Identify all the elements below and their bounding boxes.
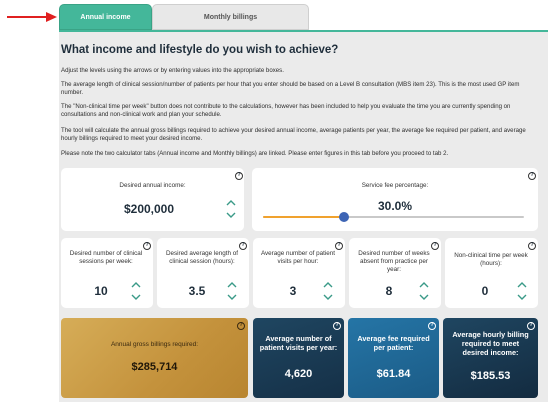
help-icon[interactable]: ? bbox=[527, 322, 535, 330]
stepper-arrows-icon bbox=[323, 282, 333, 300]
annual-income-label: Desired annual income: bbox=[119, 182, 186, 189]
instruction-text: Please note the two calculator tabs (Ann… bbox=[61, 150, 449, 157]
annual-gross-billings-value: $285,714 bbox=[131, 361, 178, 373]
weeks-absent-card: ? Desired number of weeks absent from pr… bbox=[349, 238, 441, 308]
stepper-arrows-icon bbox=[131, 282, 141, 300]
service-fee-value: 30.0% bbox=[377, 199, 413, 213]
help-icon[interactable]: ? bbox=[237, 322, 245, 330]
hourly-billing-value: $185.53 bbox=[470, 370, 511, 382]
non-clinical-time-value[interactable]: 0 bbox=[481, 284, 489, 298]
slider-thumb[interactable] bbox=[338, 212, 349, 222]
weeks-absent-label: Desired number of weeks absent from prac… bbox=[358, 250, 430, 273]
help-icon[interactable]: ? bbox=[239, 242, 247, 250]
help-icon[interactable]: ? bbox=[528, 172, 536, 180]
patient-visits-per-hour-label: Average number of patient visits per hou… bbox=[260, 250, 336, 265]
patient-visits-per-hour-value[interactable]: 3 bbox=[289, 284, 297, 298]
session-length-value[interactable]: 3.5 bbox=[188, 284, 206, 298]
non-clinical-time-stepper[interactable] bbox=[517, 280, 527, 302]
hourly-billing-label: Average hourly billing required to meet … bbox=[452, 330, 529, 357]
help-icon[interactable]: ? bbox=[428, 322, 436, 330]
instruction-text: The "Non-clinical time per week" button … bbox=[61, 103, 511, 119]
stepper-arrows-icon bbox=[227, 282, 237, 300]
annual-income-card: ? Desired annual income: $200,000 bbox=[61, 168, 244, 231]
non-clinical-time-card: ? Non-clinical time per week (hours): 0 bbox=[445, 238, 538, 308]
service-fee-slider[interactable] bbox=[263, 212, 524, 222]
patient-visits-per-hour-card: ? Average number of patient visits per h… bbox=[253, 238, 345, 308]
non-clinical-time-label: Non-clinical time per week (hours): bbox=[454, 252, 528, 267]
sessions-per-week-stepper[interactable] bbox=[131, 280, 141, 302]
sessions-per-week-card: ? Desired number of clinical sessions pe… bbox=[61, 238, 153, 308]
patient-visits-per-year-card: ? Average number of patient visits per y… bbox=[253, 318, 344, 398]
average-fee-per-patient-card: ? Average fee required per patient: $61.… bbox=[348, 318, 439, 398]
page-title: What income and lifestyle do you wish to… bbox=[61, 44, 339, 56]
help-icon[interactable]: ? bbox=[335, 242, 343, 250]
tab-monthly-billings[interactable]: Monthly billings bbox=[152, 4, 309, 30]
stepper-arrows-icon bbox=[517, 282, 527, 300]
average-fee-per-patient-value: $61.84 bbox=[376, 368, 411, 380]
stepper-arrows-icon bbox=[419, 282, 429, 300]
patient-visits-per-hour-stepper[interactable] bbox=[323, 280, 333, 302]
help-icon[interactable]: ? bbox=[528, 242, 536, 250]
tab-annual-income[interactable]: Annual income bbox=[59, 4, 152, 30]
annual-income-value[interactable]: $200,000 bbox=[123, 202, 175, 216]
weeks-absent-value[interactable]: 8 bbox=[385, 284, 393, 298]
help-icon[interactable]: ? bbox=[333, 322, 341, 330]
session-length-card: ? Desired average length of clinical ses… bbox=[157, 238, 249, 308]
sessions-per-week-value[interactable]: 10 bbox=[94, 284, 108, 298]
annual-gross-billings-label: Annual gross billings required: bbox=[110, 341, 199, 348]
tab-underline bbox=[59, 30, 548, 32]
annotation-arrow-icon bbox=[7, 12, 57, 22]
instruction-text: The tool will calculate the annual gross… bbox=[61, 127, 526, 143]
help-icon[interactable]: ? bbox=[431, 242, 439, 250]
weeks-absent-stepper[interactable] bbox=[419, 280, 429, 302]
annual-income-stepper[interactable] bbox=[226, 198, 236, 220]
average-fee-per-patient-label: Average fee required per patient: bbox=[357, 334, 430, 352]
service-fee-card: ? Service fee percentage: 30.0% bbox=[252, 168, 538, 231]
session-length-stepper[interactable] bbox=[227, 280, 237, 302]
help-icon[interactable]: ? bbox=[143, 242, 151, 250]
hourly-billing-card: ? Average hourly billing required to mee… bbox=[443, 318, 538, 398]
slider-fill bbox=[263, 216, 344, 218]
tab-bar: Annual income Monthly billings bbox=[59, 4, 548, 30]
annual-gross-billings-card: ? Annual gross billings required: $285,7… bbox=[61, 318, 248, 398]
stepper-arrows-icon bbox=[226, 200, 236, 218]
instruction-text: Adjust the levels using the arrows or by… bbox=[61, 67, 284, 74]
session-length-label: Desired average length of clinical sessi… bbox=[165, 250, 239, 265]
help-icon[interactable]: ? bbox=[235, 172, 243, 180]
patient-visits-per-year-value: 4,620 bbox=[284, 368, 313, 380]
instruction-text: The average length of clinical session/n… bbox=[61, 81, 520, 97]
patient-visits-per-year-label: Average number of patient visits per yea… bbox=[259, 334, 338, 352]
sessions-per-week-label: Desired number of clinical sessions per … bbox=[69, 250, 143, 265]
service-fee-label: Service fee percentage: bbox=[361, 182, 429, 189]
